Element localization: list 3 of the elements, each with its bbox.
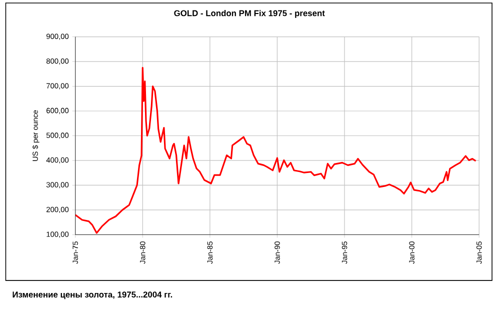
line-series: [75, 66, 477, 234]
chart-title: GOLD - London PM Fix 1975 - present: [174, 10, 325, 18]
text: Изменение цены золота, 1975...2004 гг.: [12, 291, 172, 300]
